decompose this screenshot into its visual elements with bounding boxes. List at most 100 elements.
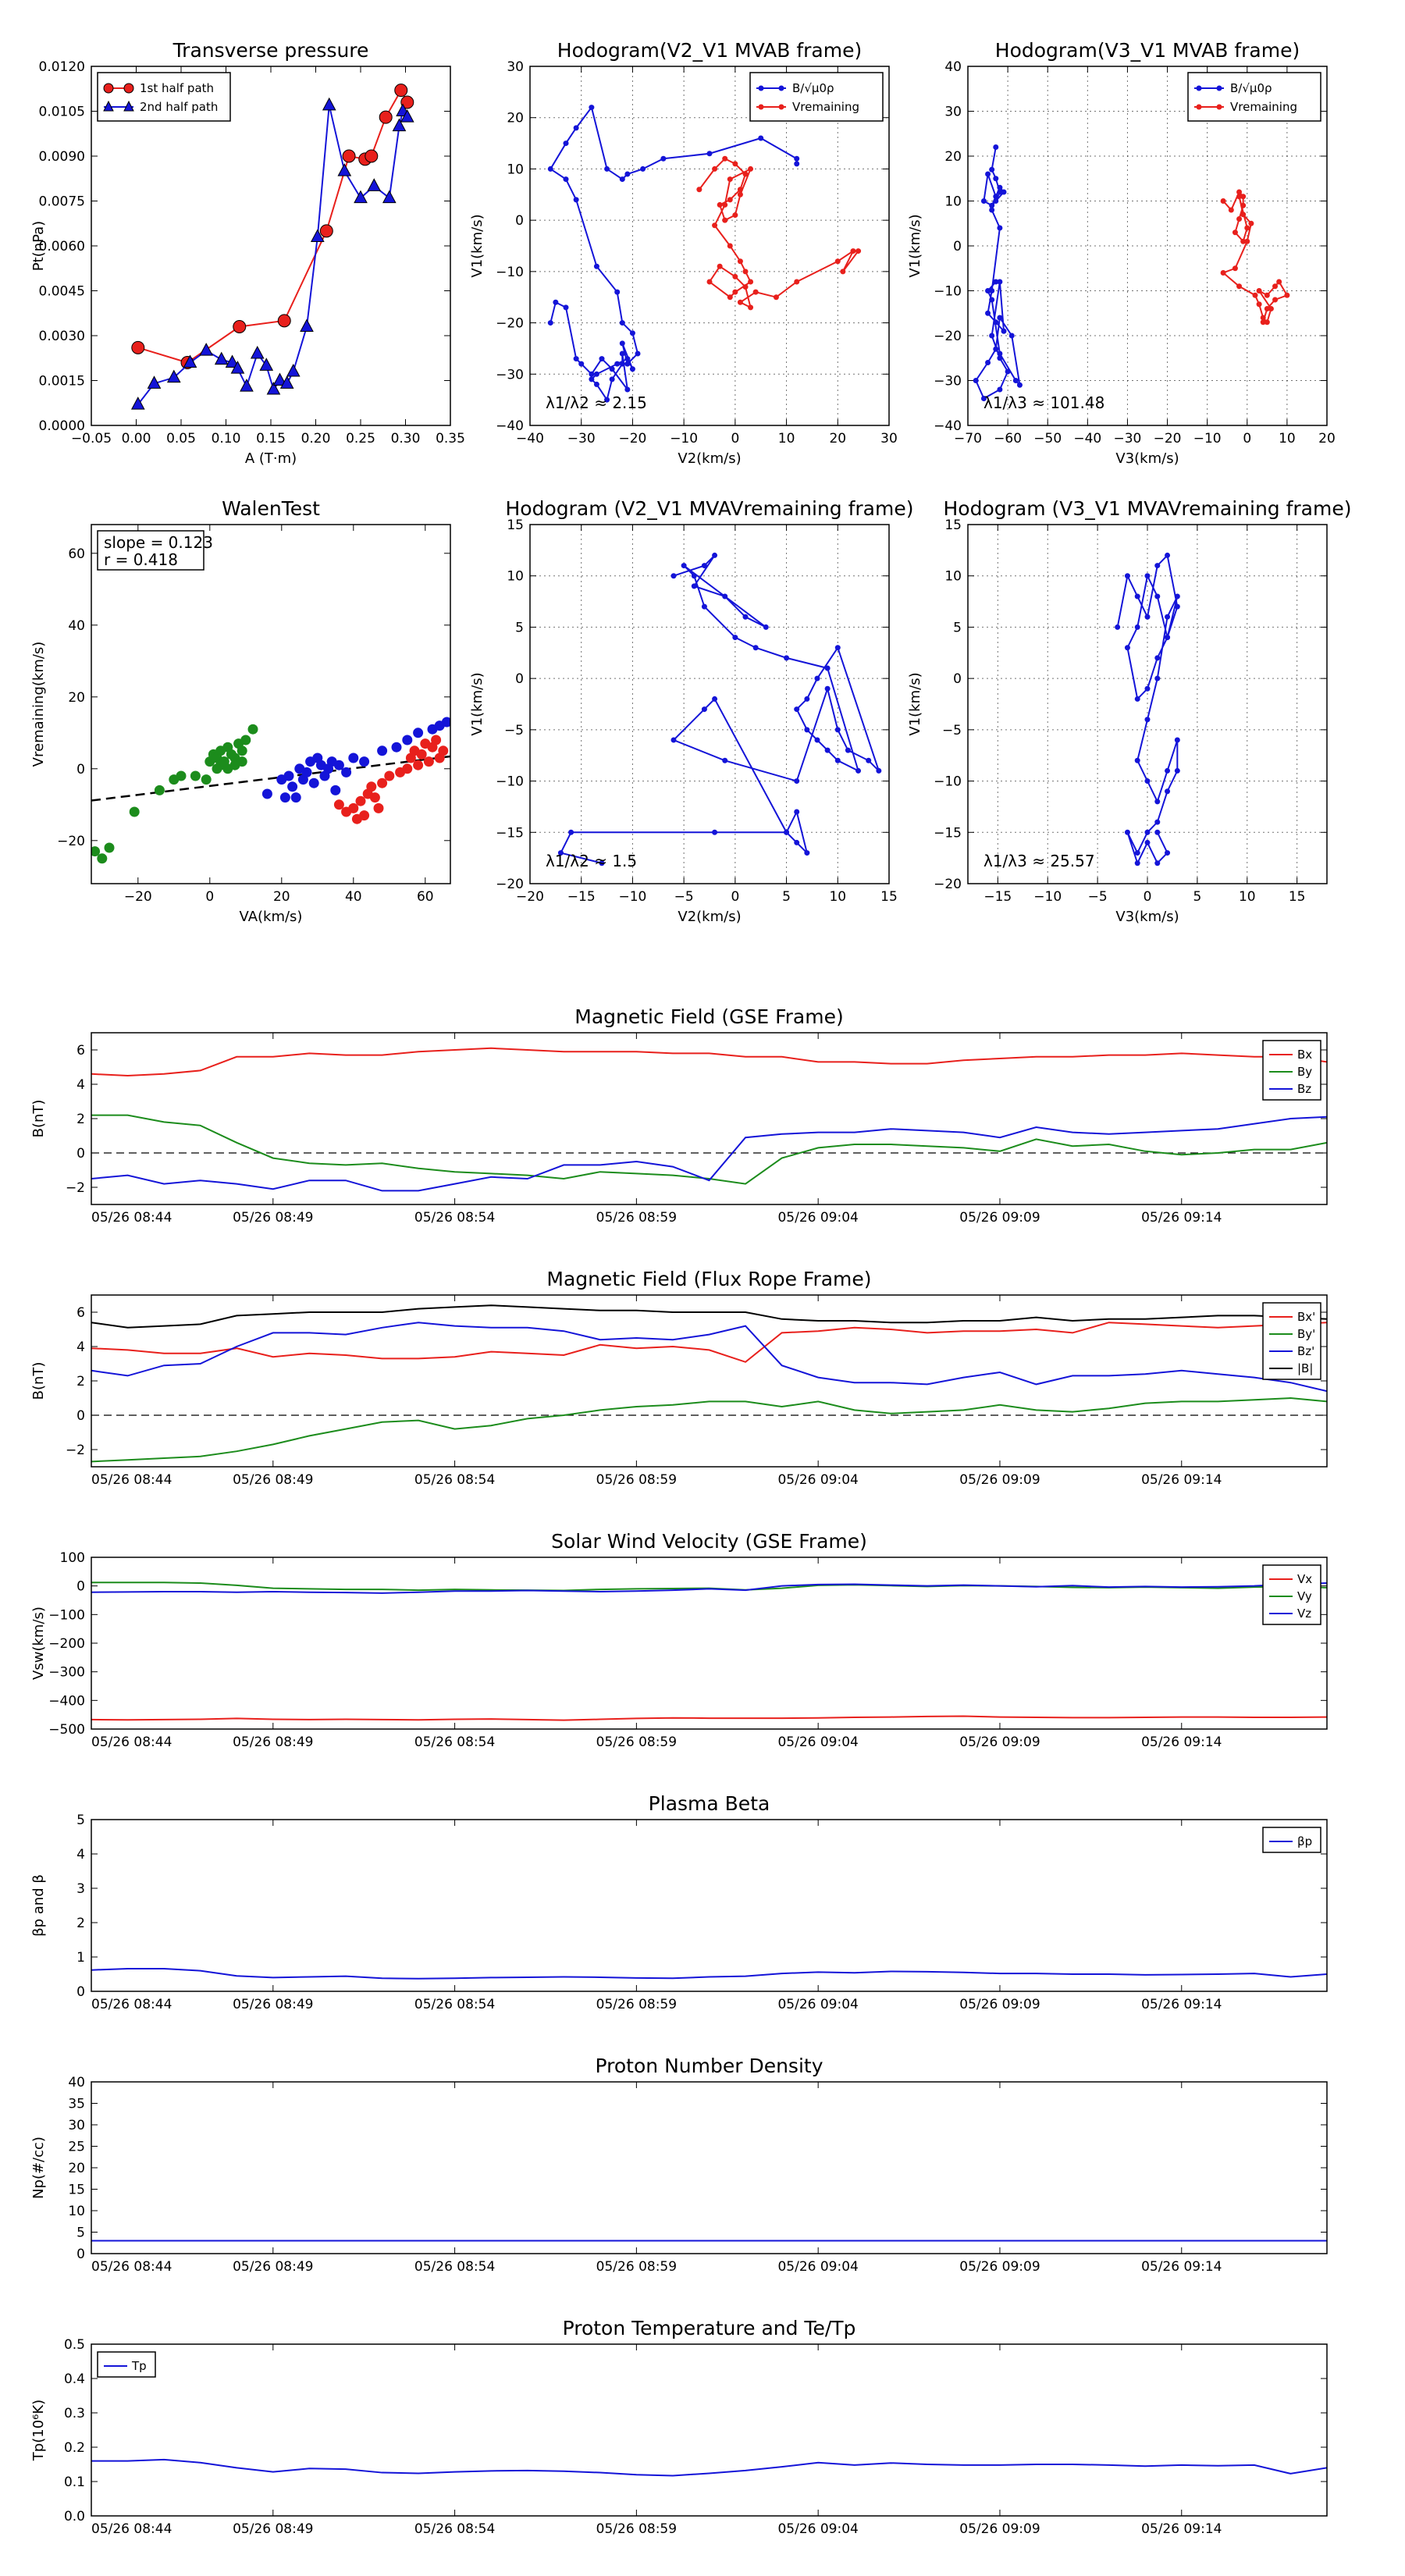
legend-label: Tp xyxy=(131,2359,147,2373)
chart-5: Hodogram (V3_V1 MVAVremaining frame) −15 −… xyxy=(907,497,1352,925)
data-point xyxy=(1154,799,1161,805)
data-point xyxy=(834,645,841,651)
chart-8: Solar Wind Velocity (GSE Frame) −500 −400 −… xyxy=(30,1530,1328,1750)
legend-marker xyxy=(778,85,784,91)
data-point xyxy=(701,706,707,713)
data-point xyxy=(199,343,214,356)
series-line-0 xyxy=(549,105,798,402)
x-tick-label: 05/26 09:04 xyxy=(777,2521,858,2537)
data-point xyxy=(1256,301,1262,308)
x-axis-label: V2(km/s) xyxy=(678,909,741,925)
series-line-2 xyxy=(91,1322,1327,1393)
data-point xyxy=(727,197,733,203)
x-tick-label: 05/26 08:59 xyxy=(596,2259,677,2275)
y-tick-label: 0.1 xyxy=(64,2475,85,2490)
chart-3: WalenTest −20 0 20 40 60 −20 0 20 40 60 VA(km/s) Vre… xyxy=(30,497,451,925)
x-tick-label: 0.35 xyxy=(436,431,465,447)
data-point xyxy=(394,84,408,98)
legend-label: B/√μ0ρ xyxy=(792,81,834,95)
data-point xyxy=(712,829,718,835)
data-point xyxy=(804,727,810,733)
data-point xyxy=(1124,573,1130,579)
x-tick-label: 20 xyxy=(273,889,290,905)
y-tick-label: 10 xyxy=(68,2204,85,2219)
data-point xyxy=(993,346,999,352)
data-point xyxy=(1264,319,1270,326)
x-tick-label: 05/26 08:49 xyxy=(233,1210,313,1226)
data-point xyxy=(773,294,779,301)
x-tick-label: −0.05 xyxy=(71,431,112,447)
x-tick-label: −70 xyxy=(954,431,982,447)
x-tick-label: −50 xyxy=(1033,431,1062,447)
data-point xyxy=(1240,212,1247,218)
x-tick-label: 05/26 09:14 xyxy=(1141,1997,1222,2012)
data-point xyxy=(609,376,615,382)
data-point xyxy=(712,165,718,172)
y-tick-label: −200 xyxy=(48,1636,85,1652)
x-tick-label: 05/26 08:44 xyxy=(91,1997,172,2012)
data-point xyxy=(1134,593,1140,600)
y-tick-label: 1 xyxy=(76,1950,85,1966)
data-point xyxy=(1272,297,1279,303)
data-point xyxy=(589,105,595,111)
data-point xyxy=(1154,860,1161,866)
plot-area xyxy=(91,1047,1327,1192)
data-point xyxy=(670,573,677,579)
data-point xyxy=(866,757,872,763)
x-tick-label: −5 xyxy=(1088,889,1108,905)
plot-frame xyxy=(91,2081,1328,2254)
y-tick-label: 10 xyxy=(507,569,524,585)
data-point xyxy=(989,202,995,208)
data-point xyxy=(319,224,333,238)
data-point xyxy=(337,163,352,176)
data-point xyxy=(834,258,841,265)
legend-marker xyxy=(1196,85,1202,91)
data-point xyxy=(824,685,831,692)
y-axis-label: V1(km/s) xyxy=(469,672,486,735)
data-point xyxy=(1001,189,1007,195)
y-tick-label: −300 xyxy=(48,1665,85,1681)
y-tick-label: −5 xyxy=(942,723,962,738)
data-point xyxy=(989,288,995,294)
chart-title: Magnetic Field (GSE Frame) xyxy=(574,1005,843,1028)
data-point xyxy=(322,97,336,111)
series-line-0 xyxy=(91,2458,1327,2477)
legend-label: Bz' xyxy=(1297,1344,1314,1358)
legend-marker xyxy=(103,100,114,112)
x-axis-label: V3(km/s) xyxy=(1115,450,1179,467)
data-point xyxy=(989,166,995,173)
data-point xyxy=(1228,207,1234,213)
data-point xyxy=(748,279,754,285)
data-point xyxy=(1268,306,1274,311)
x-tick-label: 0.10 xyxy=(212,431,241,447)
y-tick-label: 0.0030 xyxy=(39,329,85,344)
x-tick-label: 30 xyxy=(880,431,898,447)
data-point xyxy=(310,229,325,242)
data-point xyxy=(1154,675,1161,681)
data-point xyxy=(732,212,738,219)
legend-label: Vz xyxy=(1297,1606,1311,1621)
data-point xyxy=(261,788,272,799)
data-point xyxy=(722,217,728,223)
data-point xyxy=(742,269,749,275)
data-point xyxy=(97,853,108,864)
x-tick-label: 05/26 09:14 xyxy=(1141,1210,1222,1226)
data-point xyxy=(712,696,718,702)
data-point xyxy=(794,809,800,815)
y-tick-label: 20 xyxy=(507,111,524,126)
stats-box xyxy=(97,530,205,571)
y-axis-label: Pt(nPa) xyxy=(30,221,47,271)
data-point xyxy=(573,125,579,131)
y-tick-label: 2 xyxy=(76,1374,85,1389)
data-point xyxy=(824,747,831,753)
x-tick-label: 0.30 xyxy=(391,431,421,447)
data-point xyxy=(1276,279,1282,285)
data-point xyxy=(840,269,846,275)
data-point xyxy=(219,756,229,767)
data-point xyxy=(237,745,247,756)
data-point xyxy=(176,770,187,781)
y-tick-label: 5 xyxy=(515,620,524,635)
data-point xyxy=(563,141,569,147)
data-point xyxy=(166,369,181,383)
data-point xyxy=(259,358,274,371)
